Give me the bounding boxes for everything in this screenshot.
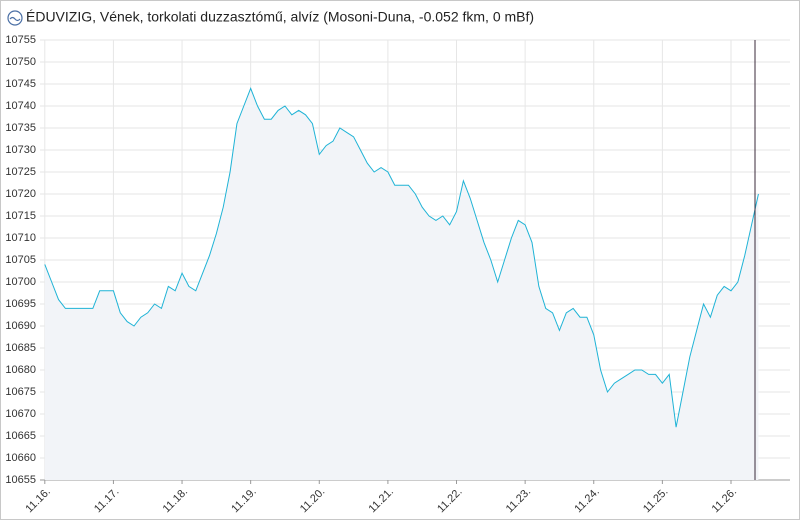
y-tick-label: 10660 bbox=[5, 452, 36, 464]
chart-title: ÉDUVIZIG, Vének, torkolati duzzasztómű, … bbox=[26, 9, 534, 25]
y-tick-label: 10745 bbox=[5, 78, 36, 90]
y-tick-label: 10695 bbox=[5, 298, 36, 310]
y-tick-label: 10735 bbox=[5, 122, 36, 134]
logo bbox=[7, 10, 23, 26]
line bbox=[44, 87, 759, 428]
y-tick-label: 10675 bbox=[5, 386, 36, 398]
y-tick-label: 10710 bbox=[5, 232, 36, 244]
y-tick-label: 10680 bbox=[5, 364, 36, 376]
y-tick-label: 10730 bbox=[5, 144, 36, 156]
y-tick-label: 10720 bbox=[5, 188, 36, 200]
y-tick-label: 10715 bbox=[5, 210, 36, 222]
y-tick-label: 10685 bbox=[5, 342, 36, 354]
y-tick-label: 10670 bbox=[5, 408, 36, 420]
y-tick-label: 10690 bbox=[5, 320, 36, 332]
area bbox=[44, 88, 759, 481]
y-tick-label: 10740 bbox=[5, 100, 36, 112]
y-tick-label: 10700 bbox=[5, 276, 36, 288]
y-tick-label: 10705 bbox=[5, 254, 36, 266]
y-tick-label: 10755 bbox=[5, 34, 36, 46]
y-tick-label: 10665 bbox=[5, 430, 36, 442]
y-tick-label: 10750 bbox=[5, 56, 36, 68]
y-tick-label: 10655 bbox=[5, 474, 36, 486]
y-tick-label: 10725 bbox=[5, 166, 36, 178]
